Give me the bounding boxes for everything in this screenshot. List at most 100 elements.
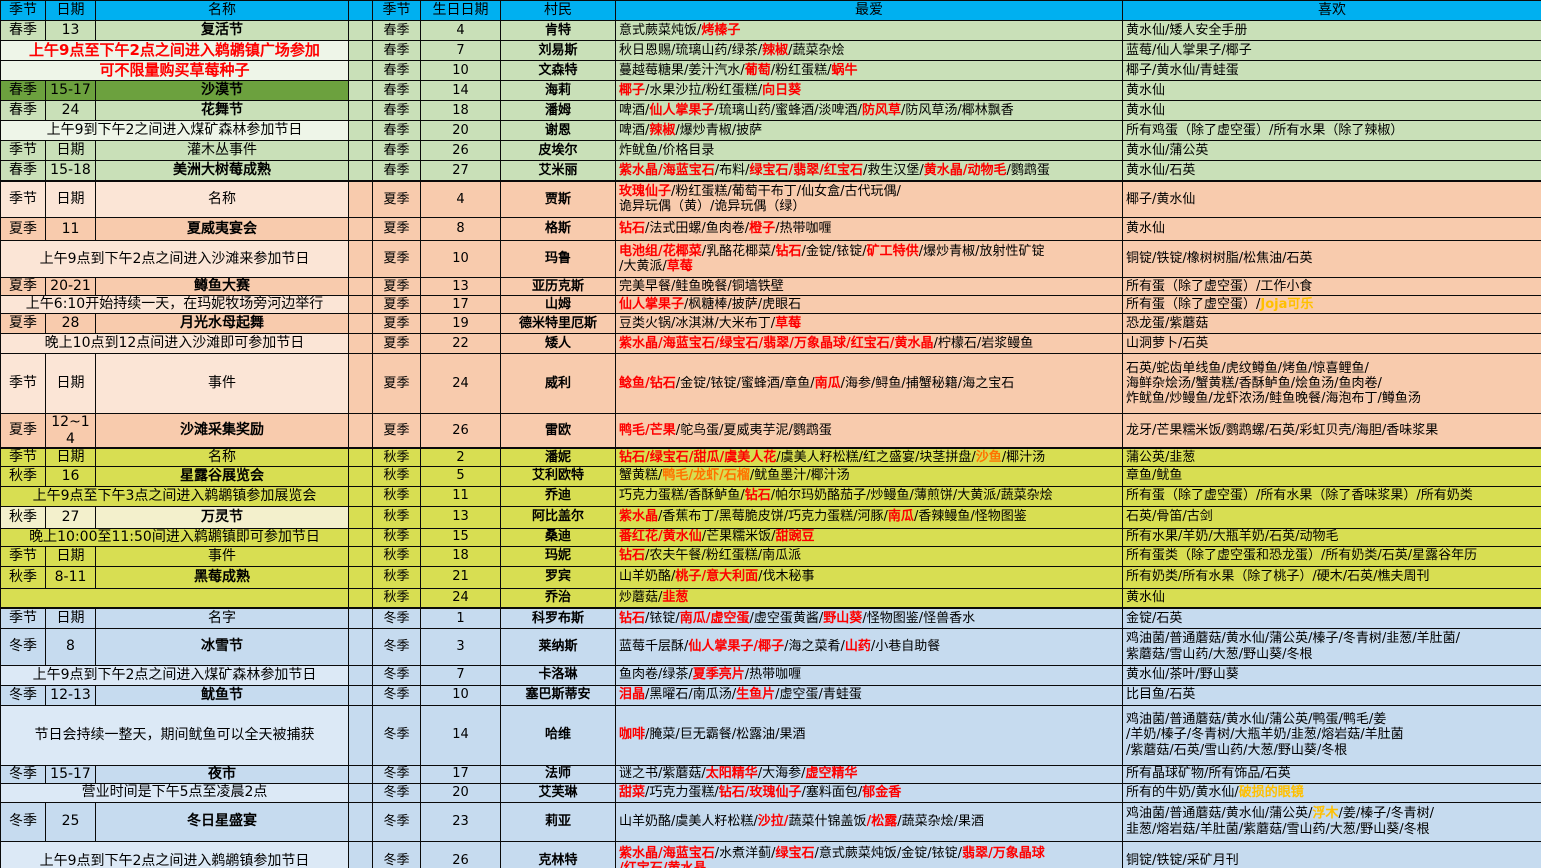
cell-festival-season[interactable]: 春季 bbox=[0, 160, 46, 181]
gutter-cell[interactable] bbox=[348, 333, 373, 354]
cell-loved-gifts[interactable]: 钻石/绿宝石/甜瓜/虞美人花/虞美人籽松糕/红之盛宴/块茎拼盘/沙鱼/椰汁汤 bbox=[615, 447, 1123, 467]
gutter-cell[interactable] bbox=[348, 140, 373, 161]
cell-festival-name[interactable]: 月光水母起舞 bbox=[95, 313, 349, 334]
cell-liked-gifts[interactable]: 石英/蛇齿单线鱼/虎纹鳟鱼/烤鱼/惊喜鲤鱼/海鲜杂烩汤/蟹黄糕/香酥鲈鱼/烩鱼汤… bbox=[1122, 353, 1541, 414]
cell-villager-season[interactable]: 夏季 bbox=[372, 179, 421, 218]
gutter-cell[interactable] bbox=[348, 764, 373, 784]
cell-villager-season[interactable]: 秋季 bbox=[372, 485, 421, 507]
cell-liked-gifts[interactable]: 所有奶类/所有水果（除了桃子）/硬木/石英/樵夫周刊 bbox=[1122, 565, 1541, 589]
cell-villager-season[interactable]: 夏季 bbox=[372, 333, 421, 354]
cell-festival-season[interactable]: 春季 bbox=[0, 100, 46, 121]
cell-villager-birthday[interactable]: 7 bbox=[420, 664, 501, 686]
gutter-cell[interactable] bbox=[348, 295, 373, 314]
cell-loved-gifts[interactable]: 椰子/水果沙拉/粉红蛋糕/向日葵 bbox=[615, 80, 1123, 101]
cell-loved-gifts[interactable]: 泪晶/黑曜石/南瓜汤/生鱼片/虚空蛋/青蛙蛋 bbox=[615, 684, 1123, 706]
cell-villager-name[interactable]: 乔治 bbox=[500, 587, 616, 609]
cell-villager-name[interactable]: 塞巴斯蒂安 bbox=[500, 684, 616, 706]
cell-festival-season[interactable]: 冬季 bbox=[0, 627, 46, 666]
cell-liked-gifts[interactable]: 金锭/石英 bbox=[1122, 607, 1541, 629]
cell-loved-gifts[interactable]: 完美早餐/鲑鱼晚餐/铜墙铁壁 bbox=[615, 277, 1123, 296]
cell-loved-gifts[interactable]: 紫水晶/海蓝宝石/水煮洋蓟/绿宝石/意式蕨菜炖饭/金锭/铱锭/翡翠/万象晶球/红… bbox=[615, 840, 1123, 868]
gutter-cell[interactable] bbox=[348, 684, 373, 706]
header-loved[interactable]: 最爱 bbox=[615, 0, 1123, 21]
cell-villager-name[interactable]: 玛鲁 bbox=[500, 240, 616, 278]
cell-festival-name[interactable]: 鳟鱼大赛 bbox=[95, 277, 349, 296]
cell-festival-note[interactable]: 晚上10点到12点间进入沙滩即可参加节日 bbox=[0, 333, 349, 354]
cell-villager-name[interactable]: 乔迪 bbox=[500, 485, 616, 507]
gutter-cell[interactable] bbox=[348, 840, 373, 868]
cell-festival-season[interactable]: 秋季 bbox=[0, 465, 46, 487]
cell-liked-gifts[interactable]: 山洞萝卜/石英 bbox=[1122, 333, 1541, 354]
cell-villager-birthday[interactable]: 26 bbox=[420, 840, 501, 868]
cell-festival-name[interactable]: 夜市 bbox=[95, 764, 349, 784]
cell-loved-gifts[interactable]: 番红花/黄水仙/芒果糯米饭/甜豌豆 bbox=[615, 527, 1123, 547]
gutter-cell[interactable] bbox=[348, 240, 373, 278]
cell-festival-note[interactable]: 上午9点至下午2点之间进入鹈鹕镇广场参加 bbox=[0, 40, 349, 61]
cell-festival-name[interactable]: 事件 bbox=[95, 353, 349, 414]
cell-villager-name[interactable]: 贾斯 bbox=[500, 179, 616, 218]
cell-villager-name[interactable]: 卡洛琳 bbox=[500, 664, 616, 686]
cell-villager-season[interactable]: 春季 bbox=[372, 40, 421, 61]
cell-festival-note[interactable]: 节日会持续一整天，期间鱿鱼可以全天被捕获 bbox=[0, 704, 349, 766]
cell-festival-season[interactable]: 夏季 bbox=[0, 413, 46, 449]
cell-loved-gifts[interactable]: 秋日恩赐/琉璃山药/绿茶/辣椒/蔬菜杂烩 bbox=[615, 40, 1123, 61]
cell-festival-date[interactable]: 日期 bbox=[45, 607, 96, 629]
cell-villager-birthday[interactable]: 17 bbox=[420, 295, 501, 314]
gutter-cell[interactable] bbox=[348, 413, 373, 449]
cell-liked-gifts[interactable]: 椰子/黄水仙 bbox=[1122, 179, 1541, 218]
cell-liked-gifts[interactable]: 所有蛋（除了虚空蛋）/Joja可乐 bbox=[1122, 295, 1541, 314]
cell-villager-season[interactable]: 秋季 bbox=[372, 565, 421, 589]
cell-festival-name[interactable]: 灌木丛事件 bbox=[95, 140, 349, 161]
cell-villager-season[interactable]: 春季 bbox=[372, 100, 421, 121]
cell-festival-note[interactable]: 晚上10:00至11:50间进入鹈鹕镇即可参加节日 bbox=[0, 527, 349, 547]
cell-villager-name[interactable]: 亚历克斯 bbox=[500, 277, 616, 296]
cell-loved-gifts[interactable]: 意式蕨菜炖饭/烤榛子 bbox=[615, 20, 1123, 41]
cell-liked-gifts[interactable]: 比目鱼/石英 bbox=[1122, 684, 1541, 706]
cell-villager-season[interactable]: 冬季 bbox=[372, 704, 421, 766]
cell-festival-date[interactable]: 27 bbox=[45, 505, 96, 529]
gutter-cell[interactable] bbox=[348, 20, 373, 41]
cell-liked-gifts[interactable]: 所有蛋（除了虚空蛋）/所有水果（除了香味浆果）/所有奶类 bbox=[1122, 485, 1541, 507]
cell-villager-birthday[interactable]: 10 bbox=[420, 684, 501, 706]
cell-villager-birthday[interactable]: 20 bbox=[420, 120, 501, 141]
cell-festival-name[interactable]: 名字 bbox=[95, 607, 349, 629]
cell-villager-season[interactable]: 秋季 bbox=[372, 505, 421, 529]
cell-loved-gifts[interactable]: 蔓越莓糖果/姜汁汽水/葡萄/粉红蛋糕/蜗牛 bbox=[615, 60, 1123, 81]
cell-villager-birthday[interactable]: 15 bbox=[420, 527, 501, 547]
cell-loved-gifts[interactable]: 炒蘑菇/韭葱 bbox=[615, 587, 1123, 609]
gutter-cell[interactable] bbox=[348, 217, 373, 241]
cell-festival-date[interactable]: 日期 bbox=[45, 447, 96, 467]
cell-villager-birthday[interactable]: 22 bbox=[420, 333, 501, 354]
cell-liked-gifts[interactable]: 黄水仙/矮人安全手册 bbox=[1122, 20, 1541, 41]
cell-festival-name[interactable]: 名称 bbox=[95, 179, 349, 218]
cell-loved-gifts[interactable]: 钻石/铱锭/南瓜/虚空蛋/虚空蛋黄酱/野山葵/怪物图鉴/怪兽香水 bbox=[615, 607, 1123, 629]
cell-liked-gifts[interactable]: 黄水仙/茶叶/野山葵 bbox=[1122, 664, 1541, 686]
cell-villager-season[interactable]: 冬季 bbox=[372, 627, 421, 666]
cell-liked-gifts[interactable]: 鸡油菌/普通蘑菇/黄水仙/蒲公英/榛子/冬青树/韭葱/羊肚菌/紫蘑菇/雪山药/大… bbox=[1122, 627, 1541, 666]
cell-loved-gifts[interactable]: 山羊奶酪/虞美人籽松糕/沙拉/蔬菜什锦盖饭/松露/蔬菜杂烩/果酒 bbox=[615, 801, 1123, 842]
cell-loved-gifts[interactable]: 咖啡/腌菜/巨无霸餐/松露油/果酒 bbox=[615, 704, 1123, 766]
cell-liked-gifts[interactable]: 黄水仙 bbox=[1122, 100, 1541, 121]
cell-festival-name[interactable]: 沙滩采集奖励 bbox=[95, 413, 349, 449]
cell-loved-gifts[interactable]: 鲶鱼/钻石/金锭/铱锭/蜜蜂酒/章鱼/南瓜/海参/鲟鱼/捕蟹秘籍/海之宝石 bbox=[615, 353, 1123, 414]
cell-villager-name[interactable]: 艾米丽 bbox=[500, 160, 616, 181]
cell-festival-season[interactable]: 冬季 bbox=[0, 684, 46, 706]
cell-villager-name[interactable]: 威利 bbox=[500, 353, 616, 414]
gutter-cell[interactable] bbox=[348, 0, 373, 21]
cell-festival-name[interactable]: 复活节 bbox=[95, 20, 349, 41]
cell-villager-name[interactable]: 谢恩 bbox=[500, 120, 616, 141]
cell-festival-note[interactable]: 可不限量购买草莓种子 bbox=[0, 60, 349, 81]
cell-festival-note[interactable]: 营业时间是下午5点至凌晨2点 bbox=[0, 782, 349, 803]
cell-villager-season[interactable]: 夏季 bbox=[372, 217, 421, 241]
cell-villager-season[interactable]: 夏季 bbox=[372, 313, 421, 334]
cell-villager-name[interactable]: 肯特 bbox=[500, 20, 616, 41]
cell-festival-date[interactable]: 28 bbox=[45, 313, 96, 334]
cell-loved-gifts[interactable]: 炸鱿鱼/价格目录 bbox=[615, 140, 1123, 161]
cell-villager-birthday[interactable]: 4 bbox=[420, 20, 501, 41]
cell-loved-gifts[interactable]: 巧克力蛋糕/香酥鲈鱼/钻石/帕尔玛奶酪茄子/炒鳗鱼/薄煎饼/大黄派/蔬菜杂烩 bbox=[615, 485, 1123, 507]
gutter-cell[interactable] bbox=[348, 545, 373, 567]
cell-loved-gifts[interactable]: 钻石/农夫午餐/粉红蛋糕/南瓜派 bbox=[615, 545, 1123, 567]
cell-villager-birthday[interactable]: 24 bbox=[420, 587, 501, 609]
gutter-cell[interactable] bbox=[348, 100, 373, 121]
header-season[interactable]: 季节 bbox=[372, 0, 421, 21]
